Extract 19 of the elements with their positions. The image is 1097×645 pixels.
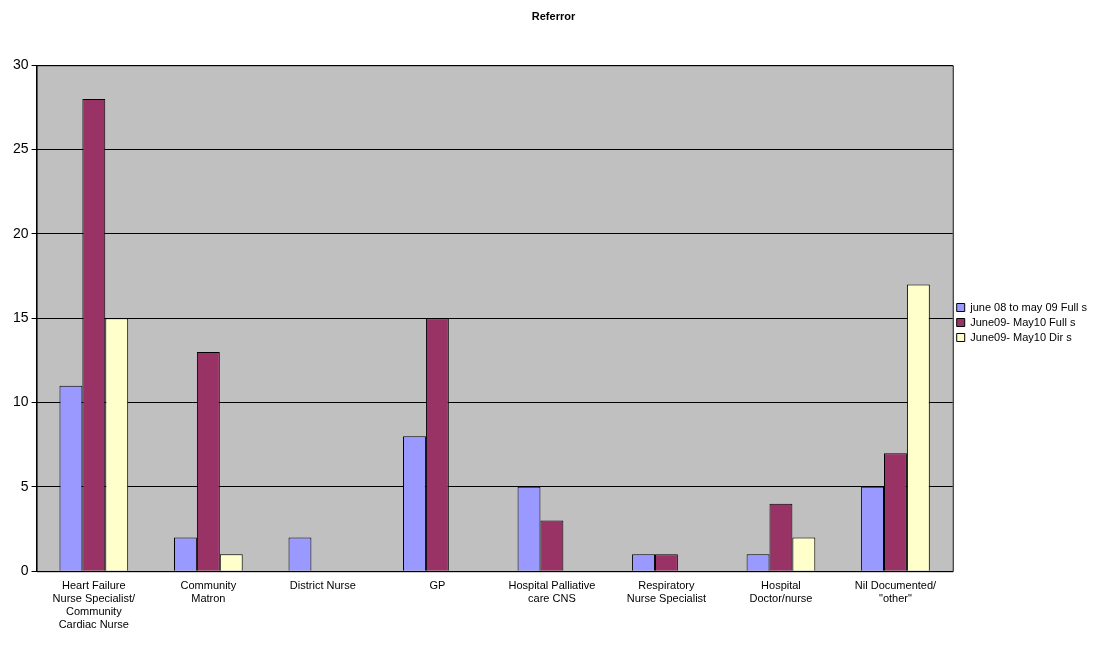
x-tick-label: Hospital Doctor/nurse (749, 578, 813, 605)
x-tick-label: Nil Documented/ "other" (854, 578, 938, 605)
x-tick-label: Community Matron (180, 578, 237, 605)
y-tick-label: 20 (12, 224, 29, 241)
legend-label: June09- May10 Dir s (970, 330, 1073, 343)
x-tick-label: District Nurse (289, 578, 356, 591)
y-tick-label: 15 (12, 309, 29, 326)
legend-label: june 08 to may 09 Full s (969, 300, 1088, 313)
y-tick-label: 10 (12, 393, 29, 410)
legend-label: June09- May10 Full s (970, 315, 1076, 328)
x-tick-label: Hospital Palliative care CNS (508, 578, 596, 605)
chart-title: Referror (531, 9, 576, 22)
y-tick-label: 25 (12, 140, 29, 157)
y-tick-label: 0 (20, 562, 29, 579)
x-tick-label: Heart Failure Nurse Specialist/ Community Cardiac Nurse (52, 578, 137, 631)
y-tick-label: 5 (20, 477, 29, 494)
x-tick-label: Respiratory Nurse Specialist (626, 578, 707, 605)
x-tick-label: GP (429, 578, 446, 591)
y-tick-label: 30 (12, 56, 29, 73)
